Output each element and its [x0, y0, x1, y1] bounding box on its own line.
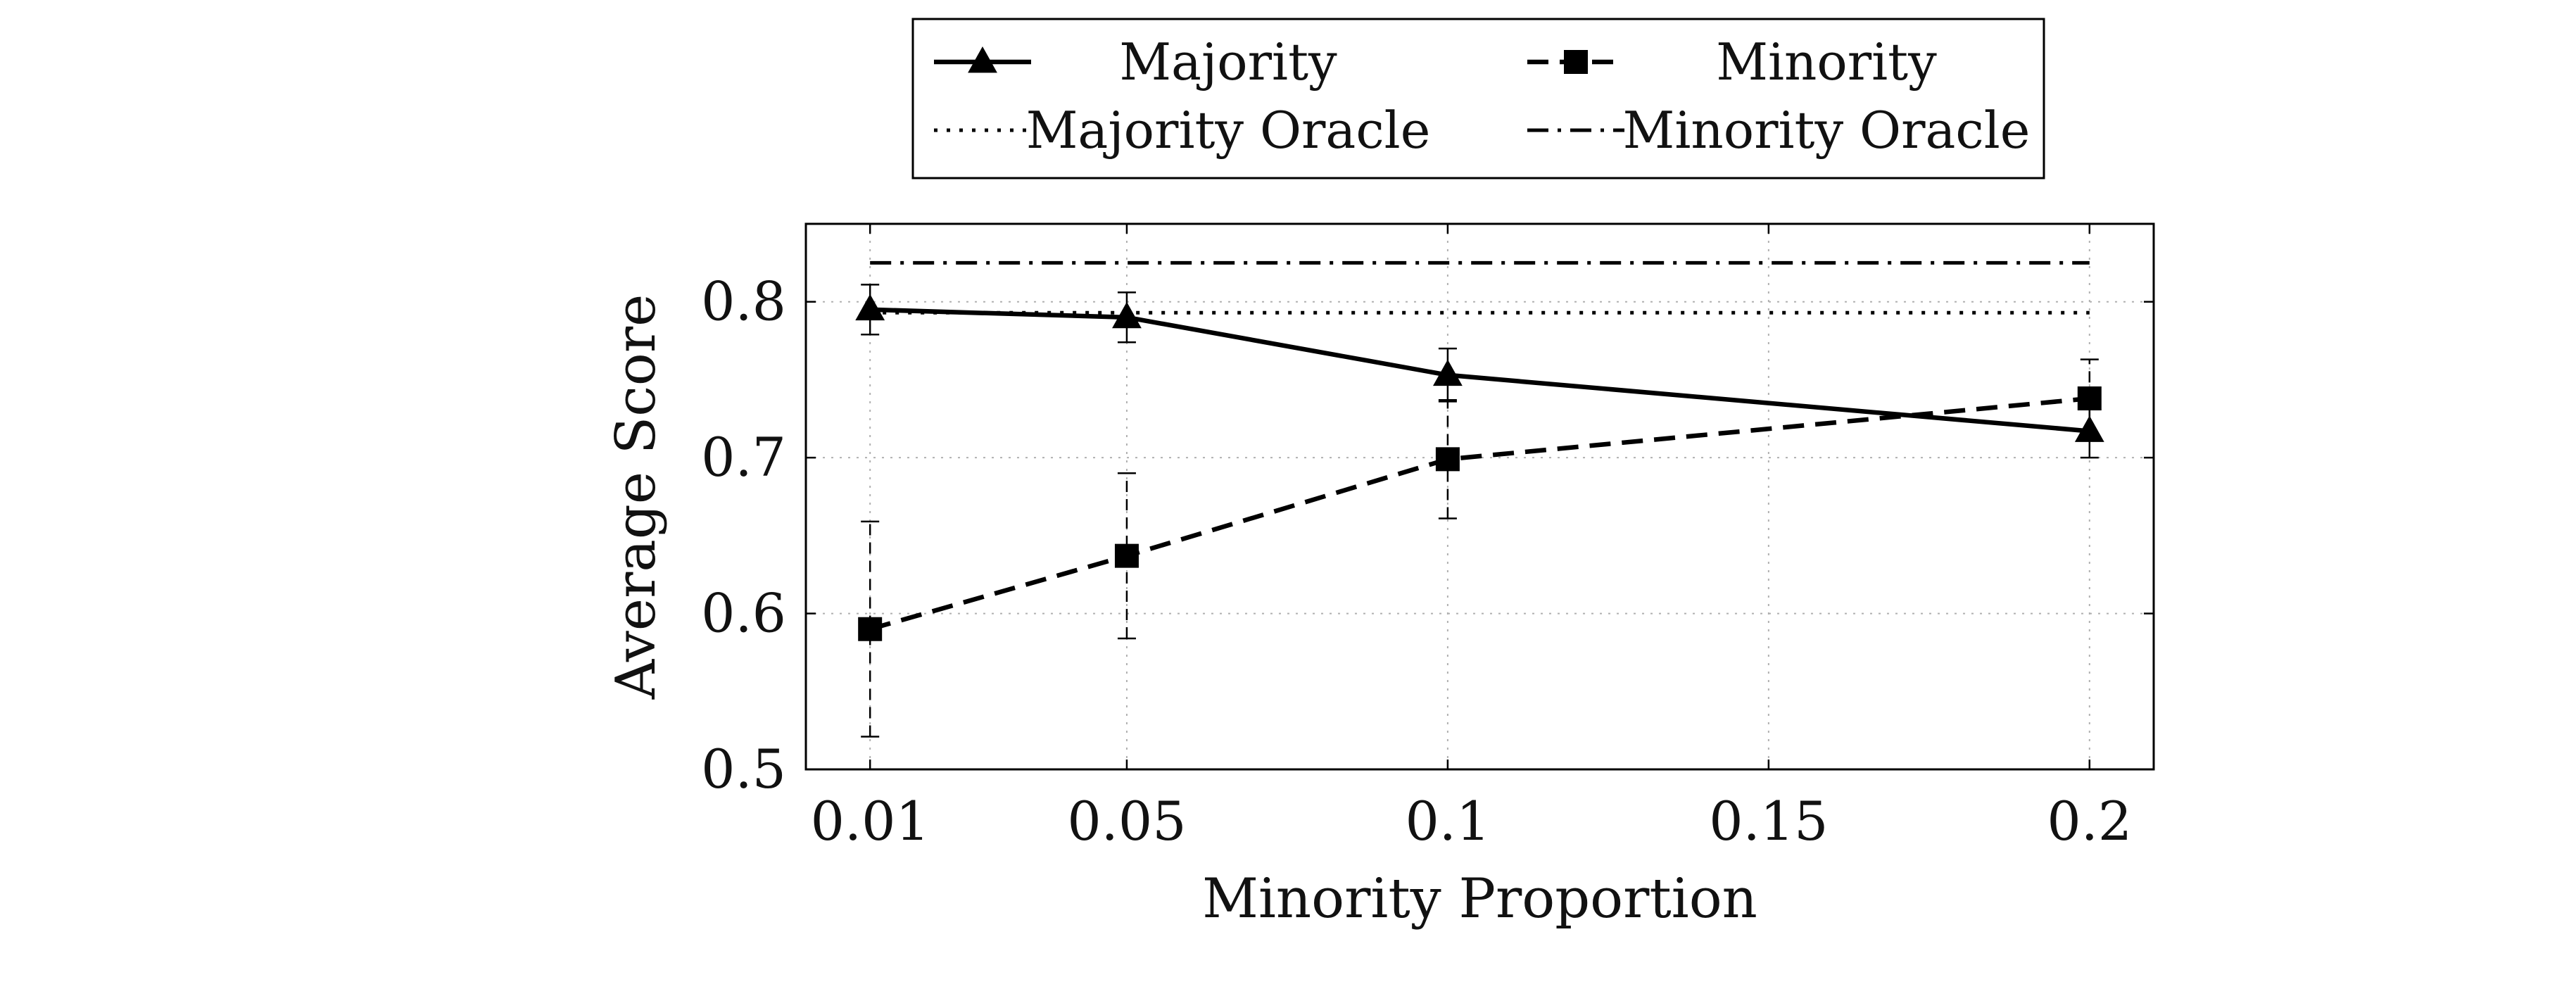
legend-label: Majority Oracle [1026, 101, 1431, 160]
data-point [1114, 543, 1139, 568]
legend-label: Majority [1119, 32, 1337, 92]
data-point [858, 617, 883, 641]
legend-entry-minority: Minority [1527, 32, 1937, 92]
data-point [1433, 359, 1463, 386]
legend-marker [968, 46, 997, 73]
legend-entry-minority-oracle: Minority Oracle [1527, 101, 2030, 160]
legend-marker [1564, 50, 1588, 74]
y-tick-label: 0.8 [701, 270, 786, 333]
data-point [1112, 301, 1142, 329]
y-tick-label: 0.6 [701, 582, 786, 645]
legend: Majority Minority Majority Oracle Minority … [911, 18, 2045, 179]
data-point [2077, 386, 2102, 410]
data-point [855, 294, 885, 321]
series-layer [855, 260, 2104, 738]
series-majority [855, 284, 2104, 459]
y-tick-label: 0.5 [701, 738, 786, 800]
legend-entry-majority: Majority [934, 32, 1337, 92]
x-tick-label: 0.2 [2047, 790, 2132, 852]
series-line [870, 307, 2090, 434]
grid-layer [806, 224, 2154, 770]
error-bar [861, 520, 880, 738]
series-line [869, 396, 2090, 631]
legend-entry-majority-oracle: Majority Oracle [934, 101, 1430, 160]
x-tick-label: 0.01 [811, 790, 930, 852]
legend-box [911, 18, 2045, 179]
series-minority [858, 358, 2102, 738]
y-tick-label: 0.7 [701, 426, 786, 489]
legend-label: Minority Oracle [1623, 101, 2031, 160]
y-axis-title: Average Score [605, 294, 668, 700]
x-tick-label: 0.05 [1067, 790, 1186, 852]
x-tick-label: 0.15 [1709, 790, 1828, 852]
data-point [1435, 447, 1460, 472]
legend-label: Minority [1716, 32, 1937, 92]
tick-layer: 0.01 0.05 0.1 0.15 0.2 0.5 0.6 0.7 0.8 [701, 224, 2154, 852]
x-tick-label: 0.1 [1405, 790, 1490, 852]
x-axis-title: Minority Proportion [1202, 867, 1757, 931]
plot-frame [804, 222, 2155, 771]
